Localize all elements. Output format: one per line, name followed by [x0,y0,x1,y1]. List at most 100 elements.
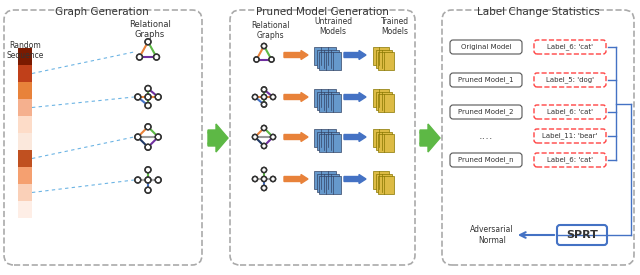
Circle shape [252,176,258,182]
FancyBboxPatch shape [378,134,394,152]
Text: Label_11: 'bear': Label_11: 'bear' [542,133,598,139]
FancyBboxPatch shape [376,131,392,150]
FancyBboxPatch shape [534,40,606,54]
Circle shape [135,134,141,140]
Text: Original Model: Original Model [461,44,511,50]
FancyBboxPatch shape [534,105,606,119]
FancyArrow shape [284,133,308,142]
Bar [18,133,32,150]
Circle shape [261,143,267,148]
FancyBboxPatch shape [317,50,339,67]
FancyArrow shape [284,92,308,101]
FancyBboxPatch shape [534,73,606,87]
FancyBboxPatch shape [373,129,389,147]
FancyBboxPatch shape [376,50,392,67]
FancyBboxPatch shape [373,89,389,107]
Bar [18,167,32,184]
FancyBboxPatch shape [314,47,336,65]
Bar [18,65,32,82]
FancyBboxPatch shape [314,129,336,147]
Circle shape [145,187,151,193]
Text: Label_6: 'cat': Label_6: 'cat' [547,109,593,115]
FancyBboxPatch shape [319,52,341,70]
Circle shape [254,57,259,62]
Bar [18,116,32,133]
Text: Adversarial
Normal: Adversarial Normal [470,225,514,245]
Circle shape [145,144,151,150]
Text: Random
Sequence: Random Sequence [6,41,44,60]
FancyBboxPatch shape [378,52,394,70]
Circle shape [252,94,258,100]
Text: ....: .... [479,131,493,141]
Circle shape [261,43,267,49]
Circle shape [261,167,267,173]
Circle shape [154,54,159,60]
Bar [18,150,32,167]
Circle shape [136,54,143,60]
Circle shape [270,176,276,182]
Circle shape [261,176,267,182]
FancyBboxPatch shape [557,225,607,245]
FancyBboxPatch shape [378,94,394,112]
Circle shape [156,134,161,140]
Circle shape [156,94,161,100]
FancyBboxPatch shape [534,153,606,167]
FancyBboxPatch shape [373,171,389,189]
Circle shape [252,134,258,140]
FancyArrow shape [344,51,366,59]
FancyBboxPatch shape [450,153,522,167]
Circle shape [145,103,151,108]
FancyBboxPatch shape [319,134,341,152]
Circle shape [270,94,276,100]
FancyArrow shape [284,51,308,59]
FancyArrow shape [344,175,366,183]
Circle shape [145,167,151,173]
Circle shape [269,57,274,62]
FancyBboxPatch shape [317,92,339,109]
Text: Pruned Model_1: Pruned Model_1 [458,77,514,83]
Text: Relational
Graphs: Relational Graphs [251,21,289,40]
Circle shape [261,185,267,191]
Text: Label_5: 'dog': Label_5: 'dog' [546,77,594,83]
Circle shape [261,94,267,100]
FancyBboxPatch shape [376,174,392,191]
Bar [18,201,32,218]
FancyBboxPatch shape [314,171,336,189]
Circle shape [270,134,276,140]
Circle shape [145,94,151,100]
Text: Relational
Graphs: Relational Graphs [129,20,171,39]
Circle shape [135,94,141,100]
Text: Untrained
Models: Untrained Models [314,17,352,36]
Text: Label_6: 'cat': Label_6: 'cat' [547,44,593,50]
FancyBboxPatch shape [314,89,336,107]
Text: Label_6: 'cat': Label_6: 'cat' [547,157,593,163]
FancyBboxPatch shape [317,131,339,150]
Text: Graph Generation: Graph Generation [55,7,149,17]
Bar [18,48,32,65]
Text: Trained
Models: Trained Models [381,17,409,36]
Text: Pruned Model_2: Pruned Model_2 [458,109,514,115]
Circle shape [145,124,151,130]
Circle shape [261,102,267,107]
Text: Pruned Model_n: Pruned Model_n [458,157,514,163]
FancyArrow shape [344,92,366,101]
Circle shape [261,125,267,131]
FancyBboxPatch shape [450,105,522,119]
FancyBboxPatch shape [319,176,341,194]
Text: SPRT: SPRT [566,230,598,240]
FancyArrow shape [420,124,440,152]
FancyArrow shape [208,124,228,152]
Bar [18,82,32,99]
FancyBboxPatch shape [376,92,392,109]
Circle shape [156,177,161,183]
FancyBboxPatch shape [450,73,522,87]
Bar [18,184,32,201]
FancyBboxPatch shape [319,94,341,112]
FancyBboxPatch shape [450,40,522,54]
Bar [18,99,32,116]
FancyBboxPatch shape [534,129,606,143]
Circle shape [145,39,151,45]
Text: Pruned Model Generation: Pruned Model Generation [255,7,388,17]
FancyBboxPatch shape [373,47,389,65]
Circle shape [145,86,151,92]
